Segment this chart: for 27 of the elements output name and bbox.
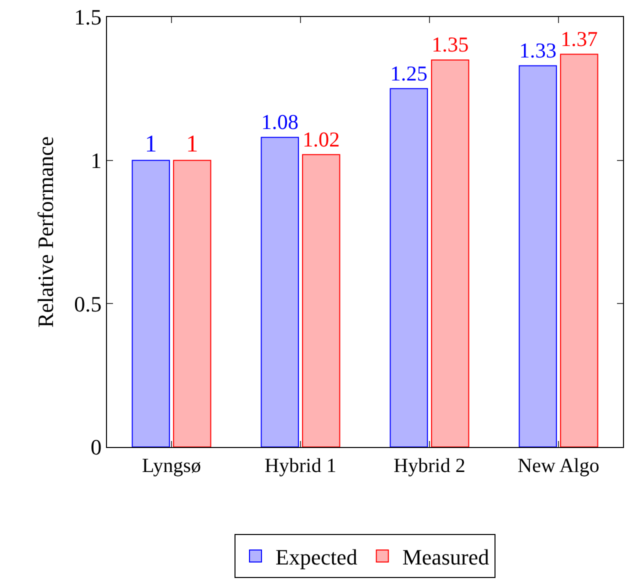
x-tick-label: Lyngsø	[142, 455, 201, 477]
bar	[302, 154, 340, 447]
bar	[173, 160, 212, 447]
bar	[560, 54, 598, 447]
data-label: 1.25	[390, 61, 428, 86]
x-tick-label: New Algo	[518, 455, 600, 477]
data-label: 1	[144, 131, 157, 158]
data-label: 1.08	[261, 110, 298, 134]
x-tick-label: Hybrid 1	[264, 455, 336, 477]
bar	[390, 88, 428, 447]
y-tick-label: 0	[90, 434, 102, 460]
y-tick-label: 1.5	[74, 4, 102, 30]
data-label: 1	[186, 131, 198, 158]
x-tick-label: Hybrid 2	[394, 455, 466, 477]
bar	[132, 160, 170, 447]
data-label: 1.02	[302, 127, 340, 152]
data-label: 1.37	[560, 26, 598, 51]
y-tick-label: 1	[90, 148, 102, 174]
bar	[260, 136, 299, 447]
y-axis-title: Relative Performance	[33, 136, 58, 328]
legend-label: Expected	[276, 544, 358, 570]
data-label: 1.35	[432, 32, 469, 57]
bar	[518, 65, 557, 447]
legend-label: Measured	[402, 544, 490, 570]
y-tick-label: 0.5	[74, 291, 102, 316]
bar	[431, 60, 470, 447]
data-label: 1.33	[519, 38, 556, 62]
